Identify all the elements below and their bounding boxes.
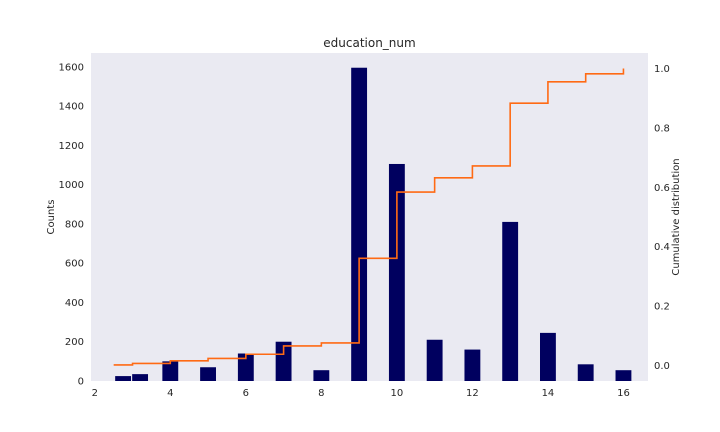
bar [577,364,594,381]
y-tick-label: 1400 [59,102,84,113]
bar [540,332,556,381]
chart-title: education_num [323,36,415,50]
x-axis-ticks: 2 4 6 8 10 12 14 16 [92,388,630,399]
bar [313,370,330,381]
bar [502,221,519,381]
bar [132,374,149,381]
y2-tick-label: 0.0 [654,361,670,372]
x-tick-label: 2 [92,388,98,399]
y-tick-label: 1600 [59,62,84,73]
y-tick-label: 200 [65,337,84,348]
y2-tick-label: 0.2 [654,302,670,313]
x-tick-label: 10 [391,388,404,399]
bar [388,163,405,381]
cumulative-line-layer [113,68,625,366]
y-tick-label: 1000 [59,180,84,191]
bar [275,341,292,381]
bar [615,370,632,381]
bar [162,361,179,381]
bar [200,367,216,381]
y2-axis-title: Cumulative distribution [671,158,682,275]
bar [426,339,443,381]
y-tick-label: 600 [65,259,84,270]
plot-area [91,53,648,381]
y2-tick-label: 0.8 [654,123,670,134]
x-tick-label: 6 [243,388,249,399]
x-tick-label: 4 [167,388,173,399]
y2-tick-label: 1.0 [654,64,670,75]
y2-axis-ticks: 0.0 0.2 0.4 0.6 0.8 1.0 [654,64,670,372]
y2-tick-label: 0.4 [654,242,670,253]
bar [351,67,368,381]
y-tick-label: 400 [65,298,84,309]
cumulative-distribution-line [113,68,625,366]
y-axis-title: Counts [46,200,57,235]
bar [464,349,481,381]
x-tick-label: 8 [318,388,324,399]
y2-tick-label: 0.6 [654,183,670,194]
x-tick-label: 14 [542,388,555,399]
bars-layer [115,67,632,381]
y-axis-ticks: 0 200 400 600 800 1000 1200 1400 1600 [59,62,84,387]
y-tick-label: 1200 [59,141,84,152]
x-tick-label: 16 [617,388,630,399]
x-tick-label: 12 [466,388,479,399]
y-tick-label: 0 [78,377,84,388]
bar [237,353,254,381]
bar [115,376,132,381]
y-tick-label: 800 [65,219,84,230]
